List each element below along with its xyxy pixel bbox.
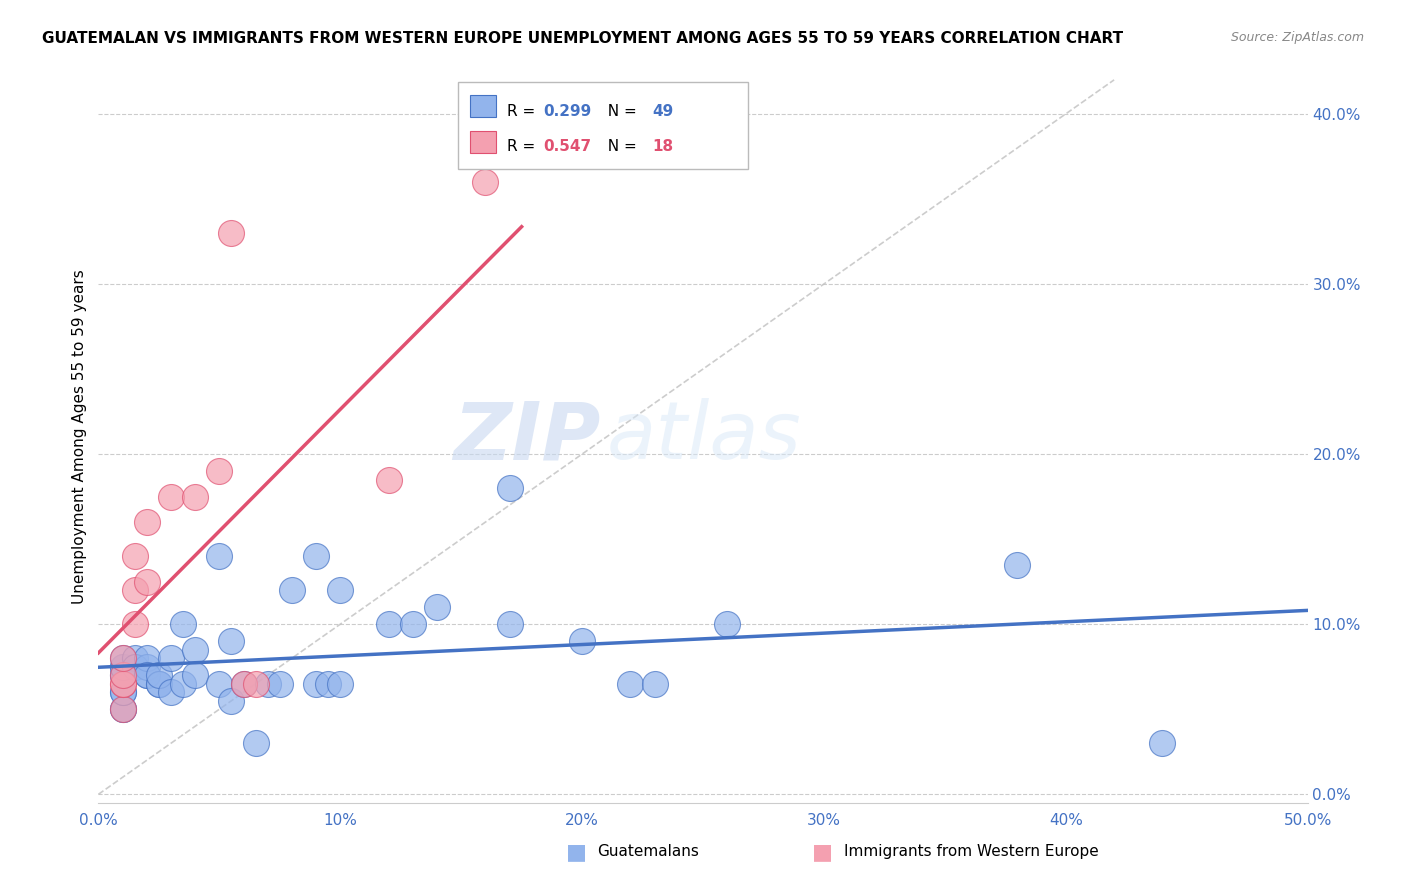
- Point: [160, 651, 183, 665]
- Point: [111, 702, 134, 716]
- Point: [111, 677, 134, 691]
- Point: [619, 677, 641, 691]
- Point: [281, 583, 304, 598]
- Point: [160, 685, 183, 699]
- Point: [111, 651, 134, 665]
- Text: R =: R =: [508, 104, 540, 120]
- Point: [111, 668, 134, 682]
- Point: [111, 659, 134, 673]
- Point: [111, 702, 134, 716]
- FancyBboxPatch shape: [457, 82, 748, 169]
- Point: [172, 617, 194, 632]
- Point: [232, 677, 254, 691]
- Point: [221, 694, 243, 708]
- Point: [111, 668, 134, 682]
- Point: [644, 677, 666, 691]
- Point: [232, 677, 254, 691]
- Point: [135, 668, 157, 682]
- Text: ■: ■: [567, 842, 586, 862]
- Point: [135, 515, 157, 529]
- Point: [208, 677, 231, 691]
- Text: 18: 18: [652, 139, 673, 154]
- Point: [221, 634, 243, 648]
- Point: [377, 473, 399, 487]
- Point: [1152, 736, 1174, 750]
- Point: [184, 642, 207, 657]
- Point: [498, 617, 520, 632]
- Point: [124, 549, 146, 563]
- Text: Guatemalans: Guatemalans: [598, 845, 699, 859]
- Text: 49: 49: [652, 104, 673, 120]
- Point: [305, 677, 328, 691]
- Point: [124, 659, 146, 673]
- Point: [160, 490, 183, 504]
- Point: [245, 736, 267, 750]
- Text: N =: N =: [598, 104, 641, 120]
- Point: [316, 677, 339, 691]
- Point: [571, 634, 593, 648]
- Point: [124, 651, 146, 665]
- Point: [111, 659, 134, 673]
- Point: [111, 651, 134, 665]
- Point: [329, 583, 352, 598]
- Point: [172, 677, 194, 691]
- Point: [135, 574, 157, 589]
- Point: [124, 583, 146, 598]
- Text: R =: R =: [508, 139, 540, 154]
- Point: [377, 617, 399, 632]
- Point: [208, 464, 231, 478]
- Point: [111, 685, 134, 699]
- Point: [111, 668, 134, 682]
- Y-axis label: Unemployment Among Ages 55 to 59 years: Unemployment Among Ages 55 to 59 years: [72, 269, 87, 605]
- Point: [1007, 558, 1029, 572]
- Point: [329, 677, 352, 691]
- Text: 0.547: 0.547: [543, 139, 592, 154]
- Point: [474, 175, 496, 189]
- Point: [402, 617, 425, 632]
- Point: [221, 226, 243, 240]
- Point: [208, 549, 231, 563]
- Point: [111, 685, 134, 699]
- Point: [305, 549, 328, 563]
- Point: [148, 668, 170, 682]
- Text: 0.299: 0.299: [543, 104, 592, 120]
- Point: [245, 677, 267, 691]
- Point: [184, 668, 207, 682]
- Text: ZIP: ZIP: [453, 398, 600, 476]
- Point: [426, 600, 449, 615]
- Text: Source: ZipAtlas.com: Source: ZipAtlas.com: [1230, 31, 1364, 45]
- Point: [716, 617, 738, 632]
- Point: [111, 702, 134, 716]
- Point: [498, 481, 520, 495]
- Text: Immigrants from Western Europe: Immigrants from Western Europe: [844, 845, 1098, 859]
- Point: [148, 677, 170, 691]
- Point: [269, 677, 291, 691]
- Text: GUATEMALAN VS IMMIGRANTS FROM WESTERN EUROPE UNEMPLOYMENT AMONG AGES 55 TO 59 YE: GUATEMALAN VS IMMIGRANTS FROM WESTERN EU…: [42, 31, 1123, 46]
- Point: [256, 677, 278, 691]
- FancyBboxPatch shape: [470, 95, 496, 118]
- Point: [135, 659, 157, 673]
- Point: [135, 668, 157, 682]
- Point: [184, 490, 207, 504]
- Point: [124, 617, 146, 632]
- Text: N =: N =: [598, 139, 641, 154]
- Point: [148, 677, 170, 691]
- Point: [111, 677, 134, 691]
- Point: [135, 651, 157, 665]
- FancyBboxPatch shape: [470, 130, 496, 153]
- Text: ■: ■: [813, 842, 832, 862]
- Text: atlas: atlas: [606, 398, 801, 476]
